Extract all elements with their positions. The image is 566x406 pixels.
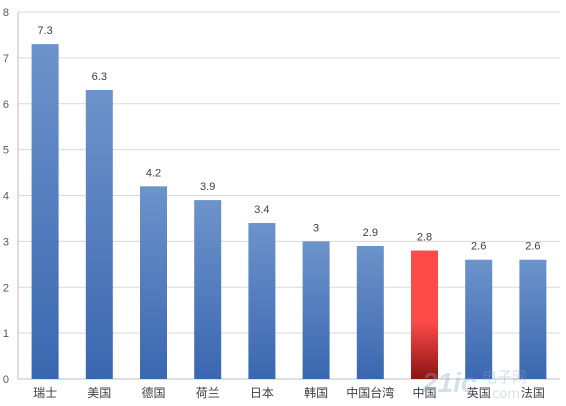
bar [140, 186, 167, 379]
x-tick-label: 中国台湾 [346, 385, 394, 400]
x-tick-label: 法国 [521, 386, 545, 400]
bar [194, 200, 222, 379]
bar [411, 250, 438, 379]
bars [31, 44, 547, 380]
data-label: 4.2 [146, 167, 161, 179]
data-label: 3 [313, 222, 319, 234]
bar [519, 259, 547, 379]
bar [465, 259, 493, 379]
x-axis: 瑞士 美国 德国 荷兰 日本 韩国 中国台湾 中国 英国 法国 [33, 385, 545, 400]
data-label: 2.9 [363, 227, 378, 239]
data-label: 2.6 [471, 241, 486, 253]
y-tick-label: 7 [3, 53, 9, 65]
bar [356, 245, 384, 379]
x-tick-label: 中国 [412, 385, 436, 400]
bar [31, 44, 59, 380]
y-tick-label: 2 [3, 282, 9, 294]
data-label: 2.8 [417, 232, 432, 244]
x-tick-label: 日本 [250, 386, 274, 400]
x-tick-label: 瑞士 [33, 386, 57, 400]
data-label: 6.3 [92, 71, 107, 83]
x-tick-label: 英国 [467, 386, 491, 400]
y-tick-label: 5 [3, 145, 9, 157]
y-tick-label: 8 [3, 7, 9, 19]
y-tick-label: 4 [3, 191, 9, 203]
x-tick-label: 美国 [87, 386, 111, 400]
data-label: 3.4 [254, 204, 269, 216]
y-axis: 0 1 2 3 4 5 6 7 8 [3, 7, 9, 386]
bar [248, 223, 276, 379]
bar [85, 89, 113, 380]
x-tick-label: 韩国 [304, 385, 328, 400]
y-tick-label: 1 [3, 328, 9, 340]
bar [302, 241, 330, 379]
x-tick-label: 荷兰 [196, 386, 220, 400]
data-label: 3.9 [200, 181, 215, 193]
data-label: 2.6 [525, 241, 540, 253]
data-labels: 7.3 6.3 4.2 3.9 3.4 3 2.9 2.8 2.6 2.6 [37, 25, 540, 253]
y-tick-label: 3 [3, 236, 9, 248]
y-tick-label: 6 [3, 99, 9, 111]
x-tick-label: 德国 [141, 385, 165, 400]
y-tick-label: 0 [3, 374, 9, 386]
data-label: 7.3 [37, 25, 52, 37]
